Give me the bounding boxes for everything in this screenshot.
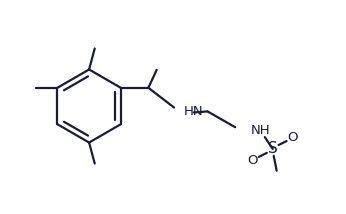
Text: NH: NH [251,124,271,137]
Text: O: O [248,154,258,167]
Text: HN: HN [184,105,203,118]
Text: O: O [287,131,298,144]
Text: S: S [268,141,277,156]
